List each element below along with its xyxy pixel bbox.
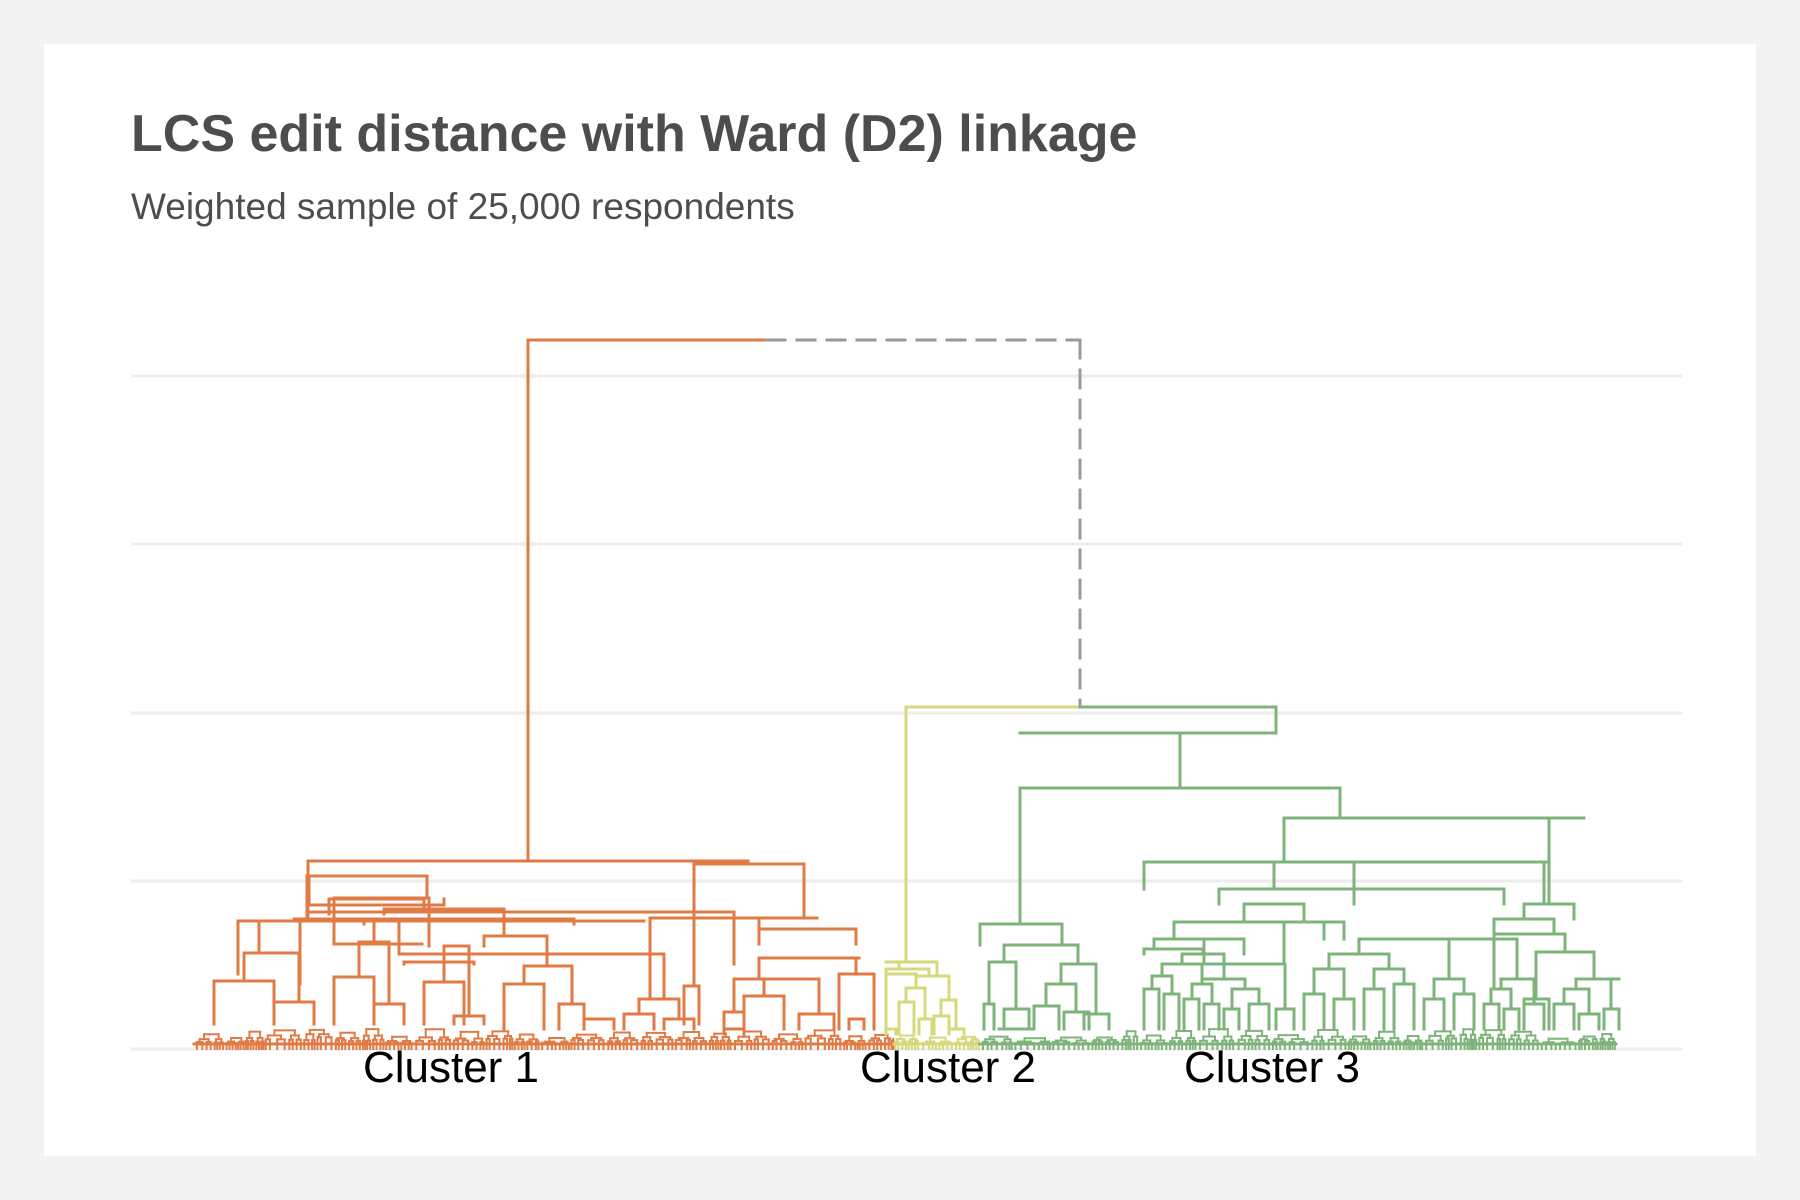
- dendrogram-plot: Cluster 1 Cluster 2 Cluster 3: [131, 338, 1682, 1092]
- dendrogram-tree: [192, 338, 1621, 1050]
- cluster-labels: Cluster 1 Cluster 2 Cluster 3: [363, 1043, 1360, 1092]
- chart-panel: LCS edit distance with Ward (D2) linkage…: [44, 44, 1756, 1156]
- cluster-label-2: Cluster 2: [860, 1043, 1036, 1092]
- cluster-label-1: Cluster 1: [363, 1043, 539, 1092]
- chart-subtitle: Weighted sample of 25,000 respondents: [131, 186, 795, 227]
- chart-title: LCS edit distance with Ward (D2) linkage: [131, 105, 1138, 163]
- cluster-label-3: Cluster 3: [1184, 1043, 1360, 1092]
